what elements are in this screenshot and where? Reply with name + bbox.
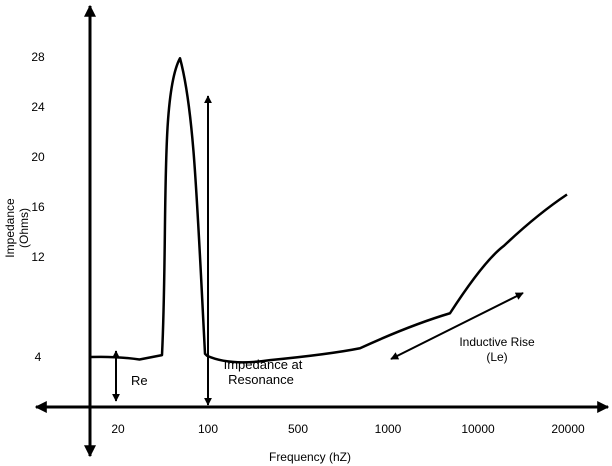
y-tick-label: 4 (35, 350, 42, 364)
y-tick-label: 28 (31, 50, 45, 64)
x-tick-label: 1000 (375, 422, 402, 436)
inductive-rise-label-line2: (Le) (486, 350, 507, 364)
y-axis-title-line2: (Ohms) (17, 208, 31, 248)
y-axis-title-line1: Impedance (3, 198, 17, 258)
y-tick-label: 12 (31, 250, 45, 264)
resonance-label-line2: Resonance (228, 372, 294, 387)
y-tick-label: 24 (31, 100, 45, 114)
y-tick-label: 16 (31, 200, 45, 214)
x-tick-label: 20 (111, 422, 125, 436)
resonance-label-line1: Impedance at (224, 357, 303, 372)
x-axis-title: Frequency (hZ) (269, 450, 351, 464)
inductive-rise-label-line1: Inductive Rise (459, 335, 535, 349)
x-tick-label: 20000 (551, 422, 585, 436)
x-tick-label: 500 (288, 422, 308, 436)
x-tick-label: 10000 (461, 422, 495, 436)
impedance-curve (89, 57, 568, 364)
inductive-rise-arrow (390, 292, 524, 360)
y-tick-label: 20 (31, 150, 45, 164)
re-label: Re (131, 373, 148, 388)
x-tick-label: 100 (198, 422, 218, 436)
